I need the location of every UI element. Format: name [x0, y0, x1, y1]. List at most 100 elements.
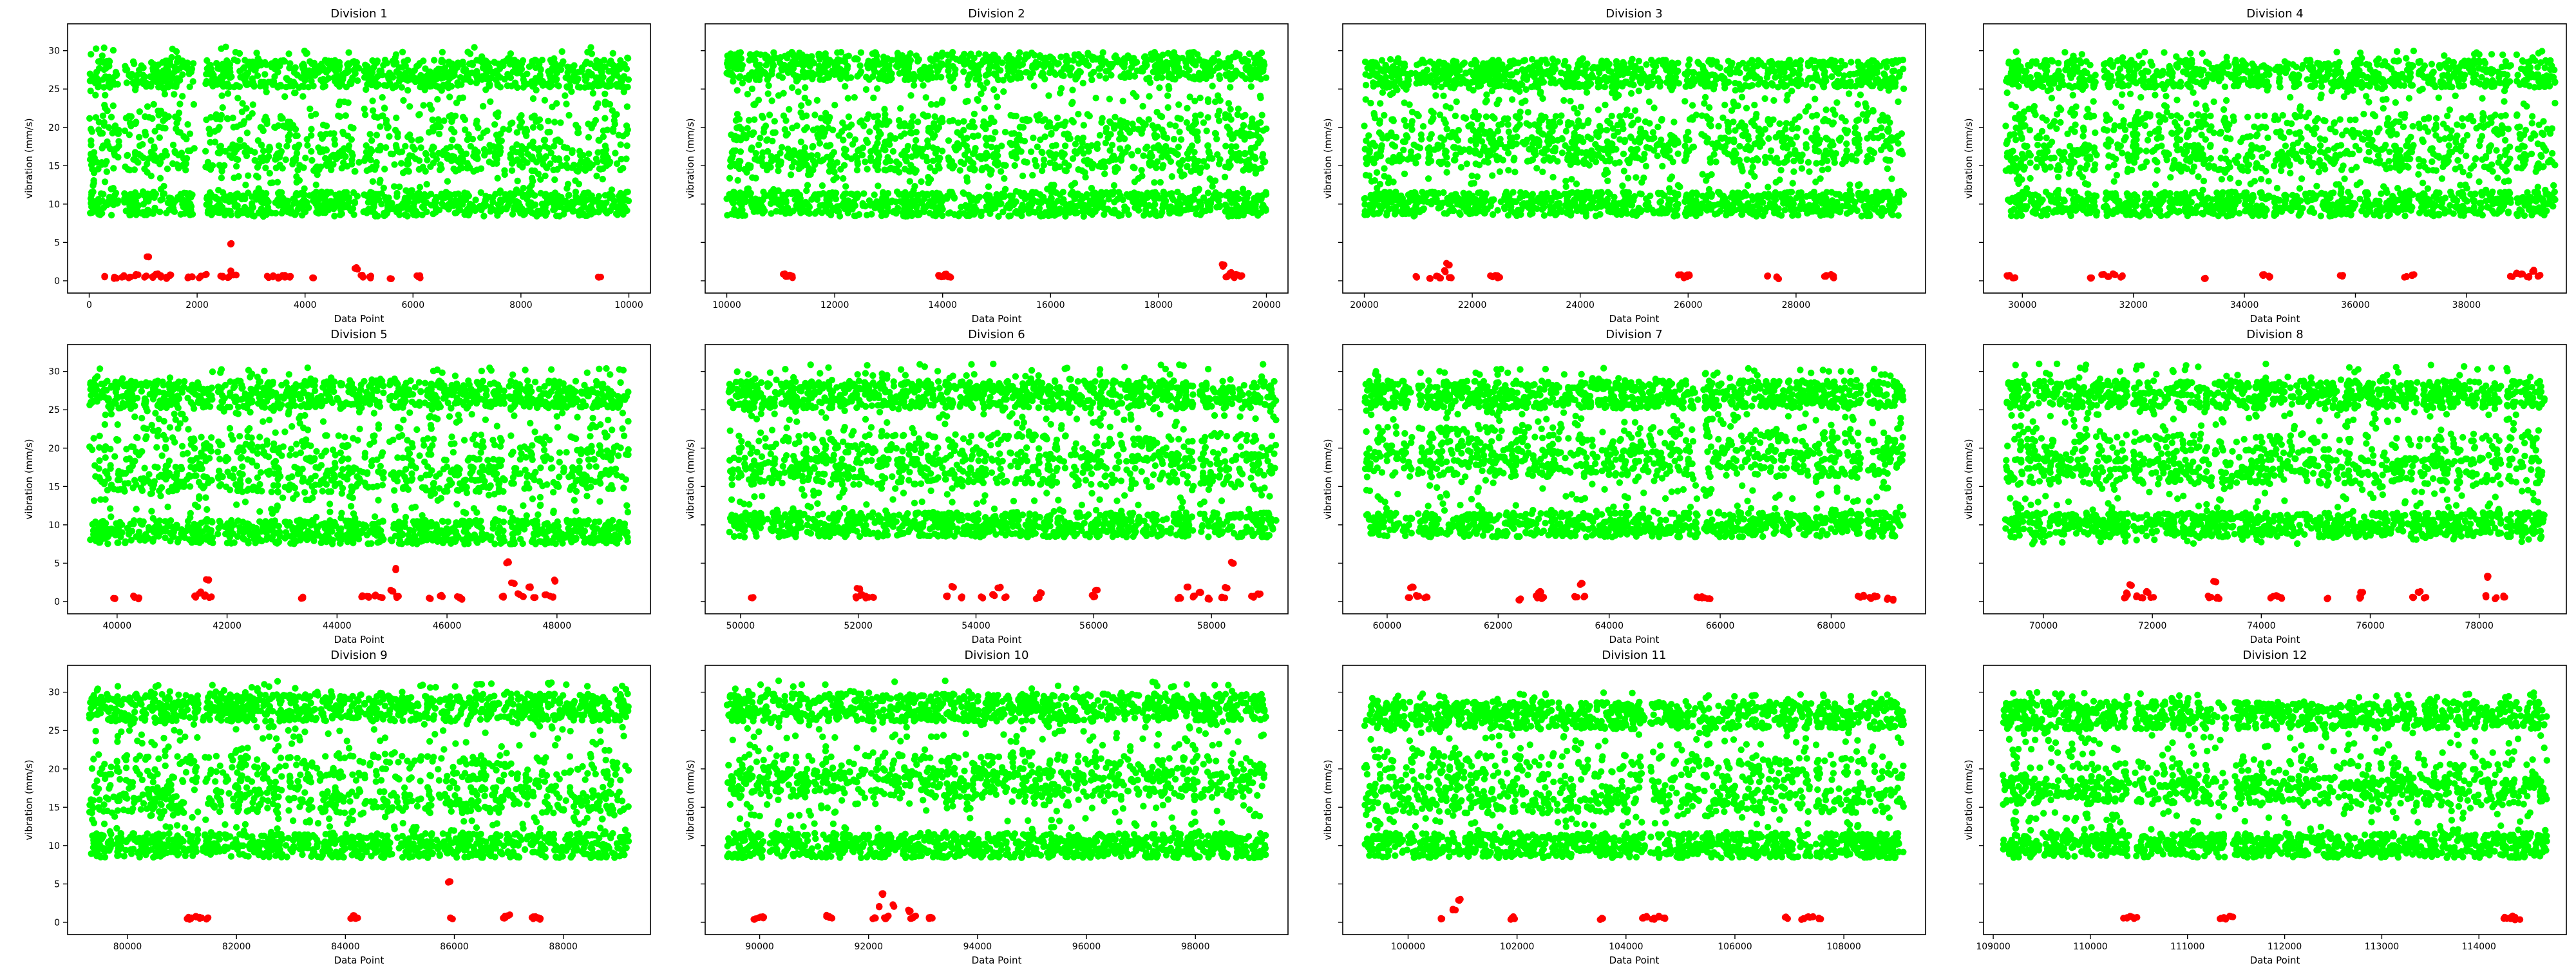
- normal-point: [985, 66, 992, 72]
- normal-point: [99, 52, 106, 59]
- normal-point: [110, 47, 117, 53]
- normal-point: [767, 164, 773, 170]
- normal-point: [381, 105, 388, 111]
- normal-point: [95, 211, 102, 217]
- normal-point: [766, 111, 773, 118]
- anomaly-point: [141, 274, 147, 280]
- normal-point: [1132, 178, 1138, 185]
- normal-point: [1072, 180, 1078, 186]
- x-tick-label: 2000: [185, 300, 209, 310]
- normal-point: [1048, 131, 1054, 137]
- normal-point: [370, 204, 377, 210]
- normal-point: [1094, 146, 1101, 152]
- normal-point: [328, 153, 334, 160]
- normal-point: [848, 122, 855, 128]
- normal-point: [1259, 112, 1265, 119]
- normal-point: [465, 212, 471, 218]
- normal-point: [480, 129, 487, 136]
- normal-point: [1164, 135, 1170, 141]
- normal-point: [809, 144, 815, 150]
- normal-point: [905, 123, 912, 129]
- normal-point: [370, 108, 376, 114]
- normal-point: [420, 75, 426, 82]
- normal-point: [157, 197, 164, 204]
- normal-point: [1177, 167, 1183, 174]
- normal-point: [267, 170, 273, 176]
- normal-point: [1079, 167, 1085, 174]
- anomaly-point: [132, 272, 138, 279]
- normal-point: [509, 146, 516, 152]
- normal-point: [89, 128, 95, 135]
- normal-point: [769, 67, 775, 73]
- normal-point: [1131, 165, 1137, 171]
- normal-point: [251, 83, 257, 90]
- normal-point: [406, 131, 413, 138]
- normal-point: [918, 75, 925, 82]
- normal-point: [222, 148, 229, 155]
- normal-point: [788, 171, 794, 178]
- normal-point: [467, 50, 473, 57]
- normal-point: [205, 159, 211, 166]
- normal-point: [279, 58, 286, 64]
- normal-point: [789, 164, 795, 170]
- normal-point: [584, 49, 591, 55]
- normal-point: [1226, 126, 1233, 133]
- normal-point: [225, 90, 231, 97]
- normal-point: [212, 208, 218, 214]
- normal-point: [507, 120, 514, 127]
- normal-point: [537, 66, 544, 72]
- normal-point: [218, 45, 224, 52]
- normal-point: [1222, 143, 1229, 149]
- normal-point: [515, 178, 521, 184]
- normal-point: [1101, 171, 1108, 177]
- normal-point: [907, 129, 913, 136]
- normal-point: [102, 92, 108, 99]
- normal-point: [1159, 164, 1166, 171]
- normal-point: [928, 129, 934, 136]
- normal-point: [905, 54, 911, 61]
- normal-point: [93, 45, 99, 52]
- normal-point: [921, 195, 927, 202]
- normal-point: [599, 79, 605, 86]
- normal-point: [502, 191, 508, 198]
- normal-point: [1121, 135, 1128, 142]
- anomaly-point: [189, 274, 196, 280]
- normal-point: [1120, 98, 1126, 104]
- normal-point: [558, 199, 565, 205]
- normal-point: [249, 213, 256, 219]
- normal-point: [179, 93, 185, 99]
- normal-point: [227, 69, 233, 75]
- normal-point: [436, 131, 442, 137]
- normal-point: [1055, 60, 1061, 66]
- normal-point: [1084, 111, 1091, 117]
- normal-point: [601, 91, 608, 97]
- normal-point: [218, 168, 225, 175]
- normal-point: [1037, 191, 1043, 198]
- normal-point: [245, 173, 251, 179]
- normal-point: [497, 74, 503, 81]
- normal-point: [265, 79, 272, 85]
- normal-point: [814, 131, 820, 138]
- normal-point: [746, 131, 752, 137]
- normal-point: [1151, 126, 1158, 132]
- normal-point: [845, 95, 851, 101]
- normal-point: [91, 203, 98, 209]
- normal-point: [273, 165, 279, 171]
- normal-point: [496, 139, 502, 146]
- normal-point: [1041, 133, 1048, 140]
- normal-point: [276, 189, 283, 195]
- normal-point: [594, 158, 600, 165]
- normal-point: [538, 157, 544, 163]
- normal-point: [417, 184, 423, 191]
- normal-point: [729, 190, 735, 196]
- normal-point: [1002, 186, 1009, 193]
- normal-point: [435, 124, 441, 130]
- normal-point: [1021, 158, 1027, 165]
- normal-point: [530, 81, 536, 87]
- normal-point: [100, 113, 106, 119]
- normal-point: [254, 62, 261, 69]
- normal-point: [323, 69, 330, 75]
- normal-point: [536, 117, 543, 123]
- normal-point: [301, 202, 307, 209]
- normal-point: [292, 90, 298, 96]
